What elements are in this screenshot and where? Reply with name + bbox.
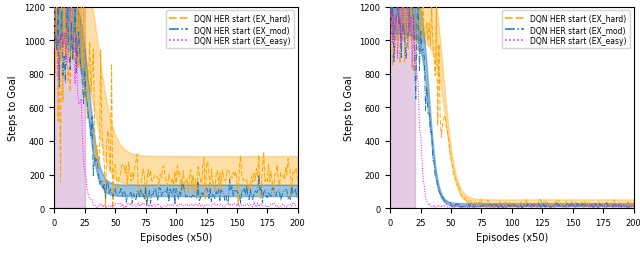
Y-axis label: Steps to Goal: Steps to Goal: [8, 75, 18, 140]
X-axis label: Episodes (x50): Episodes (x50): [476, 232, 548, 242]
Bar: [54, 8, 85, 208]
Legend: DQN HER start (EX_hard), DQN HER start (EX_mod), DQN HER start (EX_easy): DQN HER start (EX_hard), DQN HER start (…: [166, 11, 294, 49]
Bar: [390, 8, 415, 208]
Y-axis label: Steps to Goal: Steps to Goal: [344, 75, 354, 140]
X-axis label: Episodes (x50): Episodes (x50): [140, 232, 212, 242]
Legend: DQN HER start (EX_hard), DQN HER start (EX_mod), DQN HER start (EX_easy): DQN HER start (EX_hard), DQN HER start (…: [502, 11, 630, 49]
